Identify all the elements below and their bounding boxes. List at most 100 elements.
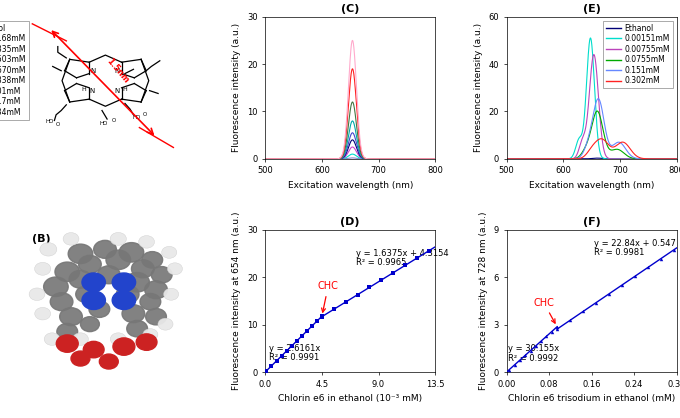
Point bbox=[301, 328, 312, 334]
Circle shape bbox=[55, 262, 80, 281]
Text: O: O bbox=[143, 112, 148, 117]
Y-axis label: Fluorescence intensity (a.u.): Fluorescence intensity (a.u.) bbox=[474, 23, 483, 152]
Circle shape bbox=[122, 305, 145, 323]
Point bbox=[261, 367, 272, 374]
Circle shape bbox=[56, 335, 78, 352]
Point bbox=[551, 326, 562, 332]
Circle shape bbox=[119, 242, 143, 262]
Circle shape bbox=[71, 351, 90, 366]
Circle shape bbox=[99, 354, 118, 369]
Text: CHC: CHC bbox=[533, 298, 555, 323]
Circle shape bbox=[143, 329, 158, 341]
Text: y = 22.84x + 0.547: y = 22.84x + 0.547 bbox=[594, 239, 676, 248]
Circle shape bbox=[89, 301, 109, 317]
Point bbox=[307, 323, 318, 329]
X-axis label: Excitation wavelength (nm): Excitation wavelength (nm) bbox=[529, 181, 654, 190]
Point bbox=[536, 338, 547, 344]
Circle shape bbox=[145, 281, 167, 299]
Circle shape bbox=[116, 285, 139, 303]
Point bbox=[364, 284, 375, 291]
Point bbox=[276, 352, 287, 359]
Circle shape bbox=[60, 308, 82, 326]
Circle shape bbox=[164, 288, 179, 300]
Text: HO: HO bbox=[45, 119, 54, 124]
Point bbox=[509, 362, 520, 368]
Circle shape bbox=[151, 267, 172, 283]
Y-axis label: Fluorescence intensity at 728 nm (a.u.): Fluorescence intensity at 728 nm (a.u.) bbox=[479, 212, 488, 390]
Circle shape bbox=[82, 291, 105, 309]
Text: R² = 0.9991: R² = 0.9991 bbox=[269, 353, 319, 362]
Circle shape bbox=[73, 333, 88, 345]
Text: N: N bbox=[89, 88, 95, 94]
Text: (F): (F) bbox=[583, 217, 600, 227]
Text: N: N bbox=[91, 68, 96, 74]
Circle shape bbox=[79, 255, 101, 273]
Circle shape bbox=[29, 288, 45, 301]
Point bbox=[630, 273, 641, 280]
Text: R² = 0.9981: R² = 0.9981 bbox=[594, 248, 645, 257]
Text: (E): (E) bbox=[583, 4, 600, 14]
Point bbox=[400, 262, 411, 269]
Circle shape bbox=[84, 342, 104, 358]
Point bbox=[617, 282, 628, 288]
Text: HO: HO bbox=[133, 115, 141, 120]
Point bbox=[411, 255, 422, 261]
Circle shape bbox=[50, 293, 73, 311]
Point bbox=[530, 342, 541, 349]
Circle shape bbox=[40, 242, 57, 256]
Text: N: N bbox=[115, 68, 120, 74]
Text: 1.5nm: 1.5nm bbox=[104, 56, 131, 85]
Circle shape bbox=[68, 244, 92, 264]
Circle shape bbox=[94, 240, 116, 258]
Circle shape bbox=[140, 293, 160, 310]
X-axis label: Excitation wavelength (nm): Excitation wavelength (nm) bbox=[288, 181, 413, 190]
Circle shape bbox=[167, 263, 182, 275]
Y-axis label: Fluorescence intensity at 654 nm (a.u.): Fluorescence intensity at 654 nm (a.u.) bbox=[233, 212, 241, 390]
Point bbox=[296, 333, 307, 339]
Point bbox=[515, 357, 526, 364]
Point bbox=[643, 264, 653, 271]
Point bbox=[504, 366, 515, 373]
Point bbox=[281, 348, 292, 354]
Text: (C): (C) bbox=[341, 4, 360, 14]
Circle shape bbox=[80, 317, 99, 331]
Point bbox=[546, 328, 557, 335]
Circle shape bbox=[112, 273, 135, 291]
Point bbox=[668, 247, 679, 253]
Y-axis label: Fluorescence intensity (a.u.): Fluorescence intensity (a.u.) bbox=[233, 23, 241, 152]
Circle shape bbox=[110, 232, 126, 245]
Point bbox=[352, 291, 363, 298]
Text: y = 2.6161x: y = 2.6161x bbox=[269, 344, 320, 353]
Point bbox=[266, 362, 277, 369]
Point bbox=[591, 299, 602, 306]
Point bbox=[577, 308, 588, 315]
Circle shape bbox=[113, 338, 135, 355]
Circle shape bbox=[112, 291, 135, 309]
Text: y = 30.155x: y = 30.155x bbox=[508, 344, 559, 354]
Circle shape bbox=[69, 270, 92, 288]
Circle shape bbox=[75, 286, 97, 303]
Circle shape bbox=[146, 308, 167, 325]
Point bbox=[376, 277, 387, 283]
Text: O: O bbox=[112, 118, 116, 123]
Point bbox=[316, 314, 327, 320]
Circle shape bbox=[142, 252, 163, 268]
Circle shape bbox=[126, 321, 148, 337]
X-axis label: Chlorin e6 in ethanol (10⁻³ mM): Chlorin e6 in ethanol (10⁻³ mM) bbox=[278, 394, 422, 403]
Circle shape bbox=[97, 266, 120, 284]
Point bbox=[541, 333, 552, 340]
Legend: Ethanol, 0.000168mM, 0.000335mM, 0.000503mM, 0.000670mM, 0.000838mM, 0.00101mM, : Ethanol, 0.000168mM, 0.000335mM, 0.00050… bbox=[0, 20, 29, 120]
Circle shape bbox=[44, 333, 60, 345]
Point bbox=[340, 299, 351, 306]
Circle shape bbox=[162, 246, 177, 258]
Point bbox=[388, 269, 398, 276]
Circle shape bbox=[110, 333, 126, 345]
Point bbox=[286, 343, 297, 349]
Text: (B): (B) bbox=[32, 234, 51, 244]
Point bbox=[311, 318, 322, 324]
Text: R² = 0.9965: R² = 0.9965 bbox=[356, 258, 406, 268]
Point bbox=[656, 255, 666, 262]
Circle shape bbox=[44, 277, 68, 296]
Point bbox=[328, 306, 339, 313]
Text: O: O bbox=[56, 122, 60, 127]
